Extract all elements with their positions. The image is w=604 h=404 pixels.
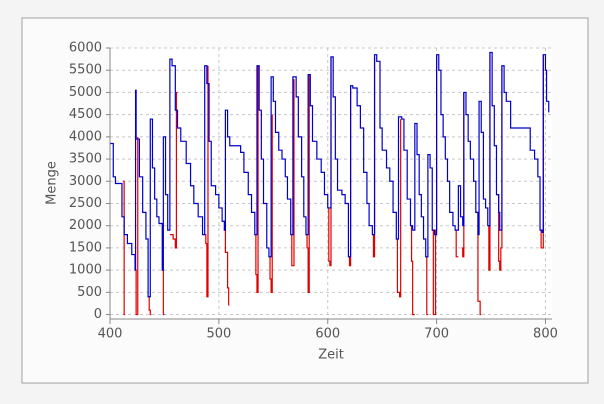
x-tick-label: 800 (533, 327, 558, 342)
x-tick-label: 400 (98, 327, 123, 342)
y-axis-label: Menge (45, 161, 60, 205)
y-tick-label: 500 (77, 285, 102, 300)
series (110, 51, 550, 316)
y-tick-label: 5500 (69, 63, 102, 78)
x-tick-label: 700 (424, 327, 449, 342)
y-tick-label: 2000 (69, 218, 102, 233)
y-tick-label: 5000 (69, 85, 102, 100)
x-tick-label: 500 (206, 327, 231, 342)
series-line (123, 52, 544, 316)
y-tick-label: 4000 (69, 129, 102, 144)
y-tick-label: 3500 (69, 152, 102, 167)
x-axis-label: Zeit (318, 348, 344, 363)
y-tick-label: 0 (94, 307, 102, 322)
tick-labels: 0 500 1000 1500 2000 2500 3000 3500 4000 4500 5000… (69, 41, 558, 342)
x-tick-label: 600 (315, 327, 340, 342)
y-tick-label: 3000 (69, 174, 102, 189)
y-tick-label: 4500 (69, 107, 102, 122)
y-tick-label: 1000 (69, 263, 102, 278)
y-tick-label: 2500 (69, 196, 102, 211)
series-line (110, 51, 550, 298)
y-tick-label: 6000 (69, 41, 102, 56)
y-tick-label: 1500 (69, 240, 102, 255)
